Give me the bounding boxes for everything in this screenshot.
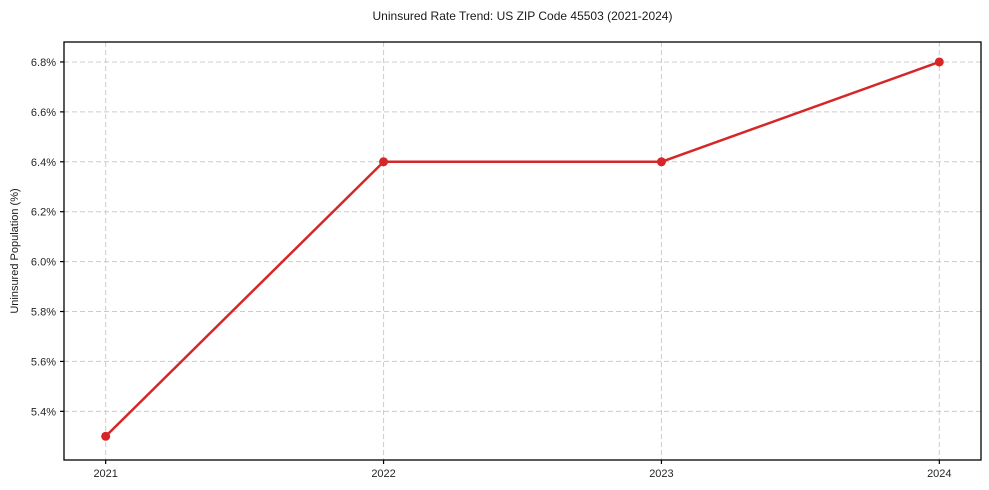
x-tick-label: 2023 bbox=[649, 468, 673, 480]
y-tick-label: 5.6% bbox=[31, 356, 56, 368]
x-tick-label: 2022 bbox=[371, 468, 395, 480]
y-tick-label: 6.0% bbox=[31, 257, 56, 269]
chart-title: Uninsured Rate Trend: US ZIP Code 45503 … bbox=[372, 9, 673, 23]
x-tick-label: 2024 bbox=[927, 468, 951, 480]
trend-line bbox=[104, 60, 941, 438]
x-tick-label: 2021 bbox=[93, 468, 117, 480]
y-tick-label: 6.4% bbox=[31, 157, 56, 169]
data-point-marker bbox=[934, 57, 944, 67]
y-tick-label: 6.8% bbox=[31, 57, 56, 69]
y-tick-label: 6.2% bbox=[31, 207, 56, 219]
data-point-marker bbox=[379, 157, 389, 167]
y-tick-label: 6.6% bbox=[31, 107, 56, 119]
y-tick-label: 5.4% bbox=[31, 406, 56, 418]
data-point-marker bbox=[101, 431, 111, 441]
y-tick-label: 5.8% bbox=[31, 307, 56, 319]
plot-border bbox=[63, 41, 982, 461]
data-point-marker bbox=[656, 157, 666, 167]
